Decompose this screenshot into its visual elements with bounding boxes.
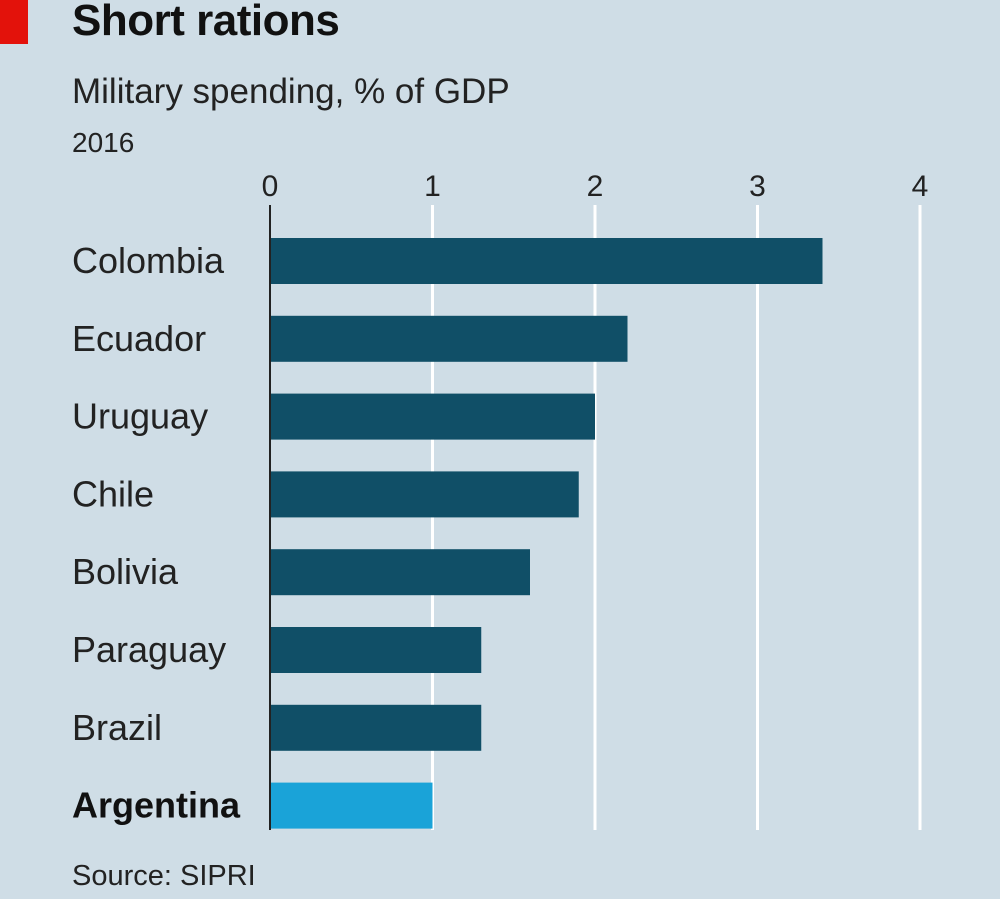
bar-bolivia — [270, 549, 530, 596]
x-tick-label: 0 — [262, 170, 279, 203]
x-tick-label: 4 — [912, 170, 929, 203]
chart-subtitle: Military spending, % of GDP — [72, 72, 510, 111]
x-tick-label: 1 — [424, 170, 441, 203]
category-label: Brazil — [72, 707, 162, 748]
category-label: Chile — [72, 473, 154, 514]
category-label: Uruguay — [72, 396, 208, 437]
bar-uruguay — [270, 393, 595, 440]
accent-tag — [0, 0, 28, 44]
bar-paraguay — [270, 627, 482, 673]
category-label: Colombia — [72, 240, 225, 281]
bar-colombia — [270, 238, 823, 284]
x-tick-label: 3 — [749, 170, 766, 203]
category-label: Paraguay — [72, 629, 226, 670]
category-label: Bolivia — [72, 551, 179, 592]
bar-brazil — [270, 704, 482, 751]
category-label: Ecuador — [72, 318, 206, 359]
bar-ecuador — [270, 315, 628, 362]
bar-argentina — [270, 782, 433, 829]
source-note: Source: SIPRI — [72, 860, 256, 892]
category-label: Argentina — [72, 785, 241, 826]
bar-chile — [270, 471, 579, 518]
chart-year: 2016 — [72, 127, 135, 158]
x-tick-label: 2 — [587, 170, 604, 203]
chart-title: Short rations — [72, 0, 340, 45]
